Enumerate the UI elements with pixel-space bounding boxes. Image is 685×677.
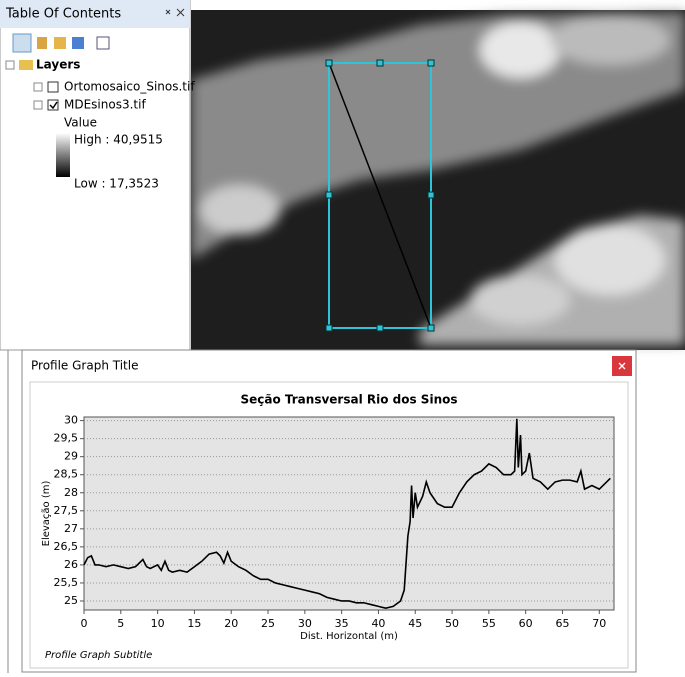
x-tick-label: 65	[555, 617, 569, 630]
y-tick-label: 26	[64, 558, 78, 571]
page: Table Of Contents Layers Ortomosaico_Sin…	[0, 0, 685, 673]
x-tick-label: 60	[519, 617, 533, 630]
screen: Table Of Contents Layers Ortomosaico_Sin…	[0, 0, 685, 673]
x-tick-label: 0	[81, 617, 88, 630]
y-tick-label: 26,5	[54, 540, 79, 553]
color-ramp	[56, 133, 70, 177]
x-tick-label: 40	[371, 617, 385, 630]
x-tick-label: 30	[298, 617, 312, 630]
y-tick-label: 30	[64, 414, 78, 427]
layer-name[interactable]: Ortomosaico_Sinos.tif	[64, 80, 195, 94]
x-tick-label: 10	[151, 617, 165, 630]
root-layer[interactable]: Layers	[36, 58, 80, 72]
y-tick-label: 27	[64, 522, 78, 535]
x-tick-label: 25	[261, 617, 275, 630]
y-tick-label: 25	[64, 594, 78, 607]
graph-subtitle: Profile Graph Subtitle	[45, 650, 152, 661]
x-tick-label: 20	[224, 617, 238, 630]
y-tick-label: 29	[64, 450, 78, 463]
plot-area	[84, 417, 614, 610]
x-axis-label: Dist. Horizontal (m)	[300, 631, 398, 642]
x-tick-label: 35	[335, 617, 349, 630]
y-tick-label: 27,5	[54, 504, 79, 517]
legend-high: High : 40,9515	[74, 133, 163, 147]
legend-low: Low : 17,3523	[74, 177, 159, 191]
y-tick-label: 28	[64, 486, 78, 499]
y-tick-label: 29,5	[54, 432, 79, 445]
toc-title: Table Of Contents	[5, 7, 121, 22]
window-title: Profile Graph Title	[31, 359, 138, 373]
x-tick-label: 70	[592, 617, 606, 630]
legend-heading: Value	[64, 116, 97, 130]
x-tick-label: 55	[482, 617, 496, 630]
table-of-contents: Table Of Contents Layers Ortomosaico_Sin…	[0, 0, 195, 350]
x-tick-label: 5	[117, 617, 124, 630]
x-tick-label: 45	[408, 617, 422, 630]
x-tick-label: 50	[445, 617, 459, 630]
chart-title: Seção Transversal Rio dos Sinos	[240, 393, 457, 407]
y-tick-label: 25,5	[54, 576, 79, 589]
y-tick-label: 28,5	[54, 468, 79, 481]
y-axis-label: Elevação (m)	[41, 481, 52, 547]
map-view[interactable]	[191, 0, 685, 350]
layer-name[interactable]: MDEsinos3.tif	[64, 98, 146, 112]
x-tick-label: 15	[187, 617, 201, 630]
